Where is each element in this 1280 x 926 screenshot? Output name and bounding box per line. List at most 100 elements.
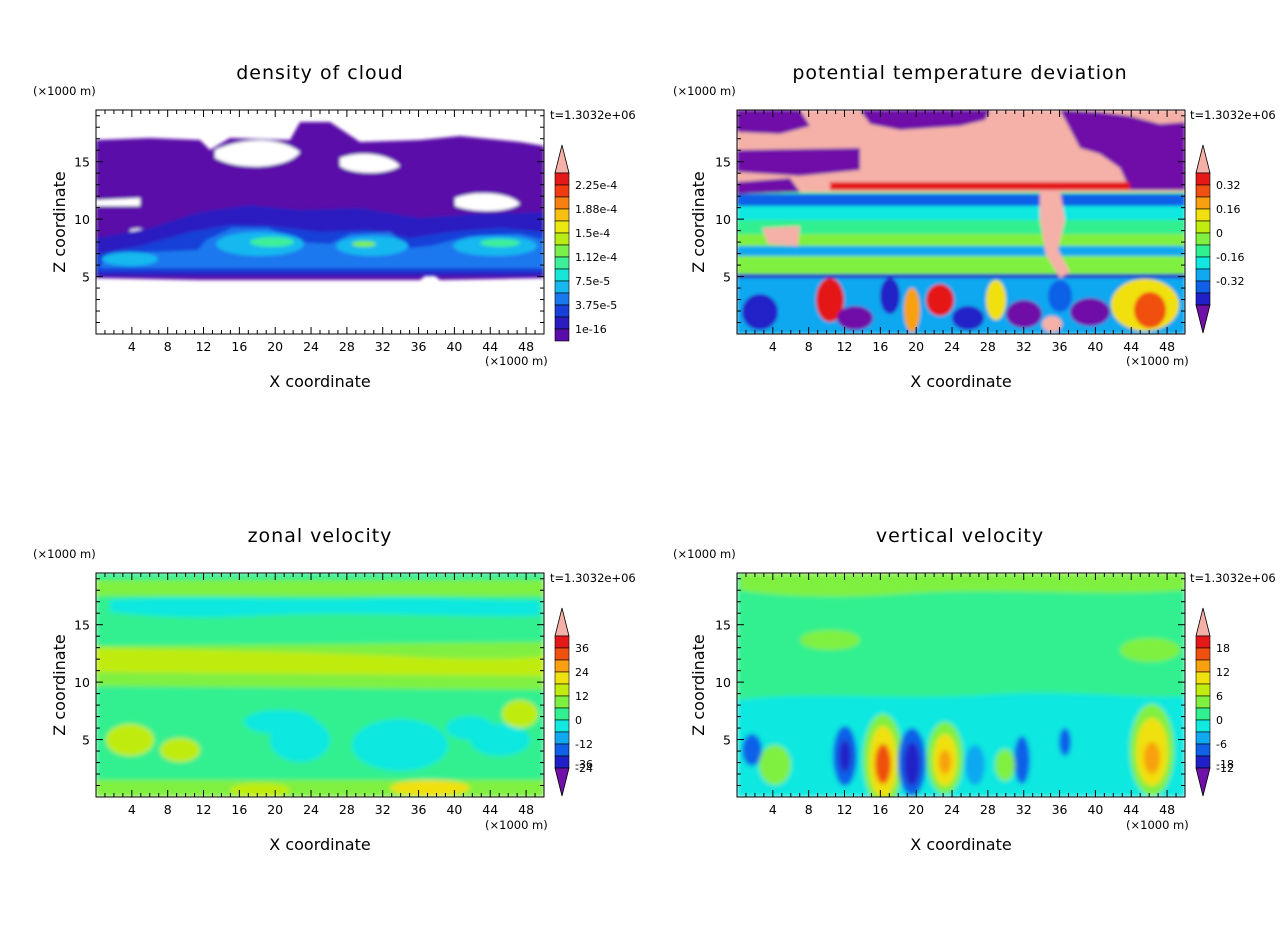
lower-cell (1134, 292, 1166, 328)
colorbar-swatch (1195, 244, 1211, 258)
colorbar-swatch (1195, 755, 1211, 769)
y-tick-label: 10 (715, 675, 731, 690)
y-tick-label: 15 (715, 155, 731, 170)
colorbar-swatch (554, 695, 570, 709)
colorbar-label: 18 (1216, 642, 1230, 655)
x-tick-label: 12 (837, 802, 853, 817)
colorbar-swatch (554, 659, 570, 673)
y-axis: 5 10 15 (74, 578, 544, 787)
colorbar-label: 6 (1216, 690, 1223, 703)
upper-cold-patch (737, 178, 800, 194)
downdraft-cell (1059, 728, 1071, 756)
band (110, 597, 540, 618)
colorbar-swatch (1195, 268, 1211, 282)
y-axis-label: Z coordinate (689, 171, 708, 272)
colorbar-swatch (1195, 719, 1211, 733)
x-axis: 4 8 12 16 20 24 28 32 36 40 44 48 (104, 110, 536, 354)
colorbar-swatch (554, 707, 570, 721)
x-tick-label: 48 (1159, 339, 1175, 354)
colorbar-swatch (554, 268, 570, 282)
cloud-peak (480, 239, 520, 247)
layer (737, 246, 1185, 256)
colorbar-label: -18 (1216, 758, 1234, 771)
weak-negative (470, 724, 530, 756)
updraft-cell (939, 750, 951, 774)
colorbar-swatch (554, 196, 570, 210)
downdraft-cell (965, 745, 985, 785)
x-tick-label: 48 (518, 802, 534, 817)
colorbar-swatch (554, 304, 570, 318)
colorbar-label: -12 (1216, 762, 1234, 775)
panel-title: density of cloud (236, 62, 404, 84)
colorbar-max-arrow (1195, 607, 1211, 637)
heatmap-field (96, 122, 544, 280)
colorbar-swatch (554, 719, 570, 733)
colorbar-swatch (554, 244, 570, 258)
colorbar-label: 1.12e-4 (575, 251, 617, 264)
upper-cold-patch (737, 110, 810, 134)
colorbar-label: 36 (575, 642, 589, 655)
layer (737, 274, 1185, 278)
patch (800, 630, 860, 650)
panel-density-of-cloud: density of cloud (×1000 m) t=1.3032e+06 (33, 62, 636, 391)
colorbar-swatch (1195, 232, 1211, 246)
colorbar-max-arrow (554, 144, 570, 174)
colorbar-label: 1.88e-4 (575, 203, 617, 216)
x-tick-label: 48 (1159, 802, 1175, 817)
x-tick-label: 12 (196, 802, 212, 817)
x-tick-label: 32 (1016, 802, 1032, 817)
colorbar-swatch (1195, 707, 1211, 721)
lower-cell (1042, 316, 1062, 332)
lower-cell (926, 284, 954, 316)
lower-cell (1048, 280, 1072, 312)
colorbar-swatch (554, 671, 570, 685)
colorbar-label: 24 (575, 666, 589, 679)
y-tick-label: 10 (74, 675, 90, 690)
panel-vertical-velocity: vertical velocity (×1000 m) t=1.3032e+06 (673, 525, 1276, 854)
colorbar-label: -36 (575, 758, 593, 771)
x-tick-label: 20 (908, 339, 924, 354)
x-axis: 4 8 12 16 20 24 28 32 36 40 44 48 (104, 573, 536, 817)
colorbar-label: -6 (1216, 738, 1227, 751)
updraft-cell (759, 745, 791, 785)
colorbar-label: 12 (575, 690, 589, 703)
x-axis: 4 8 12 16 20 24 28 32 36 40 44 48 (745, 573, 1177, 817)
x-tick-label: 44 (1123, 802, 1139, 817)
lower-cell (880, 278, 900, 314)
x-tick-label: 44 (482, 339, 498, 354)
colorbar-label: 0.16 (1216, 203, 1241, 216)
lower-cell (1070, 298, 1110, 326)
weak-positive (502, 700, 538, 728)
x-tick-label: 16 (872, 802, 888, 817)
y-tick-label: 15 (74, 155, 90, 170)
downdraft-cell (742, 734, 762, 766)
lower-cell (904, 288, 920, 332)
colorbar: 0.32 0.16 0 -0.16 -0.32 (1195, 144, 1244, 334)
x-tick-label: 20 (908, 802, 924, 817)
colorbar-swatch (1195, 220, 1211, 234)
colorbar-max-arrow (554, 607, 570, 637)
colorbar-swatch (554, 172, 570, 186)
x-tick-label: 36 (411, 339, 427, 354)
x-tick-label: 24 (303, 339, 319, 354)
weak-positive (160, 738, 200, 762)
colorbar-label: 2.25e-4 (575, 179, 617, 192)
vertical-plume (762, 226, 800, 246)
lower-cell (742, 294, 778, 330)
x-tick-label: 8 (805, 802, 813, 817)
colorbar: 2.25e-4 1.88e-4 1.5e-4 1.12e-4 7.5e-5 3.75e-5… (554, 144, 617, 342)
colorbar-swatch (1195, 196, 1211, 210)
colorbar-swatch (554, 316, 570, 330)
x-tick-label: 40 (446, 802, 462, 817)
z-unit-label: (×1000 m) (673, 84, 736, 98)
cloud-hole (455, 193, 520, 211)
x-unit-label: (×1000 m) (485, 354, 548, 368)
weak-positive (106, 724, 154, 756)
jet-band (96, 672, 544, 690)
lower-cell (952, 306, 984, 330)
colorbar-swatch (1195, 731, 1211, 745)
colorbar-swatch (554, 683, 570, 697)
panel-title: vertical velocity (876, 525, 1044, 547)
x-tick-label: 32 (1016, 339, 1032, 354)
colorbar-swatch (1195, 683, 1211, 697)
